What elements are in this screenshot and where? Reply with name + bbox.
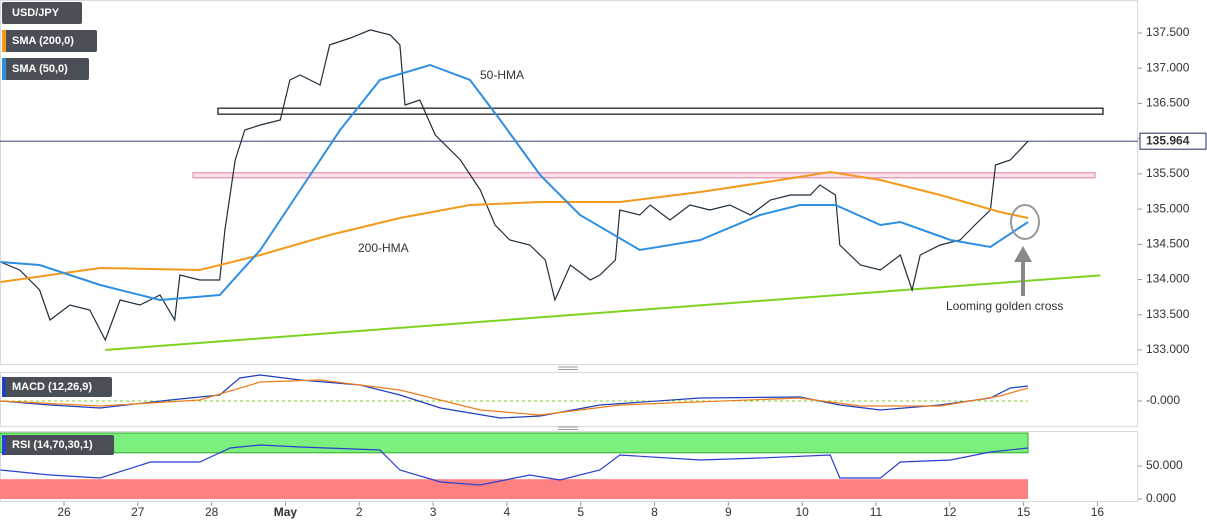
trendline: [105, 274, 1101, 351]
x-tick-label: 26: [57, 505, 71, 519]
legend-label: SMA (200,0): [12, 35, 74, 47]
y-tick-label: 136.500: [1146, 96, 1190, 110]
y-tick-label: 135.500: [1146, 166, 1190, 180]
y-tick-label: 134.500: [1146, 236, 1190, 250]
y-tick-label: 137.000: [1146, 60, 1190, 74]
oversold-band: [0, 479, 1028, 499]
legend-box: [2, 2, 82, 24]
y-tick-label: 50.000: [1146, 458, 1183, 472]
x-tick-label: 3: [430, 505, 437, 519]
legend-box: [2, 435, 114, 455]
resistance-zone: [217, 107, 1104, 115]
annotation: 200-HMA: [358, 241, 409, 255]
x-tick-label: 12: [943, 505, 957, 519]
x-tick-label: 28: [205, 505, 219, 519]
series-line: [0, 374, 1029, 419]
rsi-panel: [0, 431, 1138, 502]
x-tick-label: 9: [725, 505, 732, 519]
highlight-circle: [1010, 204, 1040, 240]
y-tick-label: 133.000: [1146, 342, 1190, 356]
legend-box: [2, 377, 112, 397]
x-tick-label: 11: [870, 505, 883, 519]
x-tick-label: 8: [651, 505, 658, 519]
y-tick-label: 135.000: [1146, 201, 1190, 215]
x-tick-label: 15: [1017, 505, 1031, 519]
x-tick-label: May: [274, 505, 298, 519]
series-line: [0, 379, 1029, 416]
series-line: [0, 170, 1029, 283]
support-zone: [192, 172, 1096, 179]
series-line: [0, 29, 1029, 342]
series-line: [0, 444, 1029, 486]
legend-box: [2, 30, 97, 52]
main-panel: [0, 0, 1138, 365]
annotation: Looming golden cross: [946, 299, 1063, 313]
legend-label: SMA (50,0): [12, 63, 68, 75]
x-tick-label: 4: [504, 505, 511, 519]
last-price-label: 135.964: [1146, 133, 1190, 147]
y-tick-label: 137.500: [1146, 25, 1190, 39]
panel-title: RSI (14,70,30,1): [12, 439, 93, 451]
overbought-band: [0, 432, 1029, 454]
y-tick-label: 133.500: [1146, 307, 1190, 321]
legend-label: USD/JPY: [12, 7, 60, 19]
legend-box: [2, 58, 89, 80]
x-tick-label: 27: [131, 505, 145, 519]
y-tick-label: -0.000: [1146, 393, 1180, 407]
x-tick-label: 2: [356, 505, 363, 519]
legend-swatch: [2, 377, 6, 397]
x-tick-label: 5: [577, 505, 584, 519]
series-line: [0, 63, 1029, 302]
legend-swatch: [2, 58, 6, 80]
legend-swatch: [2, 435, 6, 455]
arrow-head: [1014, 246, 1032, 262]
y-tick-label: 0.000: [1146, 491, 1176, 505]
y-tick-label: 134.000: [1146, 272, 1190, 286]
x-tick-label: 16: [1091, 505, 1105, 519]
annotation: 50-HMA: [480, 68, 524, 82]
last-price-box: [1139, 132, 1207, 150]
panel-title: MACD (12,26,9): [12, 381, 92, 393]
x-tick-label: 10: [795, 505, 809, 519]
legend-swatch: [2, 30, 6, 52]
